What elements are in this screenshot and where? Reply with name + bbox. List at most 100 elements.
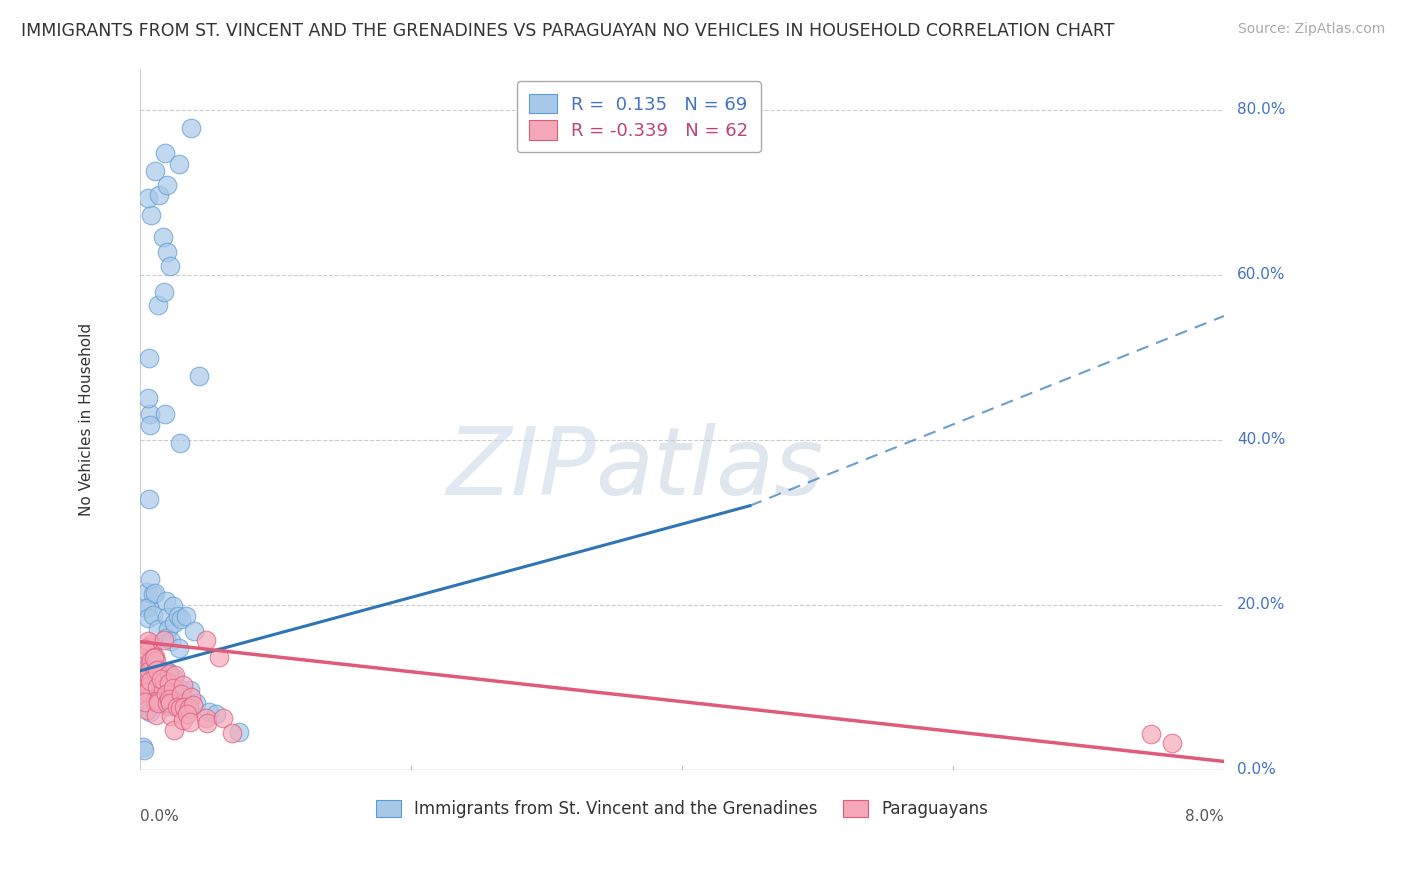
Point xyxy=(1140,727,1163,741)
Point xyxy=(169,700,191,714)
Point xyxy=(152,681,174,696)
Point xyxy=(127,654,149,668)
Point xyxy=(188,368,211,383)
Point xyxy=(159,259,181,273)
Point xyxy=(195,710,218,724)
Point xyxy=(153,685,176,699)
Text: ZIP: ZIP xyxy=(446,423,595,514)
Point xyxy=(145,683,167,698)
Point xyxy=(174,609,197,624)
Point xyxy=(138,599,160,614)
Point xyxy=(148,188,170,202)
Point xyxy=(167,640,190,655)
Point xyxy=(139,660,162,674)
Text: IMMIGRANTS FROM ST. VINCENT AND THE GRENADINES VS PARAGUAYAN NO VEHICLES IN HOUS: IMMIGRANTS FROM ST. VINCENT AND THE GREN… xyxy=(21,22,1115,40)
Point xyxy=(141,653,163,667)
Point xyxy=(145,659,167,673)
Point xyxy=(136,680,159,694)
Point xyxy=(195,715,218,730)
Point xyxy=(156,610,179,624)
Point xyxy=(142,651,165,665)
Point xyxy=(179,714,201,729)
Point xyxy=(143,586,166,600)
Point xyxy=(138,351,160,365)
Point xyxy=(150,673,173,687)
Point xyxy=(155,631,177,645)
Point xyxy=(156,665,179,680)
Point xyxy=(170,612,193,626)
Point xyxy=(142,607,165,622)
Point xyxy=(1160,735,1182,749)
Point xyxy=(180,690,202,704)
Point xyxy=(148,622,170,636)
Point xyxy=(155,687,177,701)
Point xyxy=(208,650,231,665)
Point xyxy=(132,743,155,757)
Point xyxy=(134,642,156,657)
Point xyxy=(146,680,169,694)
Text: 40.0%: 40.0% xyxy=(1237,433,1285,447)
Point xyxy=(153,407,176,421)
Point xyxy=(143,694,166,708)
Point xyxy=(152,632,174,647)
Point xyxy=(163,616,186,631)
Point xyxy=(136,611,159,625)
Point xyxy=(136,633,159,648)
Point xyxy=(139,407,162,421)
Point xyxy=(146,298,169,312)
Point xyxy=(156,178,179,192)
Point xyxy=(136,585,159,599)
Point xyxy=(156,665,179,679)
Point xyxy=(136,659,159,673)
Text: 8.0%: 8.0% xyxy=(1185,809,1225,824)
Point xyxy=(138,679,160,693)
Point xyxy=(136,703,159,717)
Point xyxy=(153,682,176,697)
Point xyxy=(157,623,180,637)
Point xyxy=(139,674,162,689)
Point xyxy=(162,599,184,613)
Point xyxy=(153,674,176,689)
Point xyxy=(166,694,188,708)
Point xyxy=(152,230,174,244)
Point xyxy=(146,696,169,710)
Point xyxy=(228,725,250,739)
Point xyxy=(139,572,162,586)
Point xyxy=(197,705,219,719)
Point xyxy=(148,694,170,708)
Point xyxy=(156,696,179,710)
Point xyxy=(159,696,181,710)
Point xyxy=(138,681,160,696)
Point xyxy=(134,695,156,709)
Point xyxy=(181,698,204,713)
Text: 20.0%: 20.0% xyxy=(1237,598,1285,612)
Point xyxy=(153,145,176,160)
Point xyxy=(153,285,176,299)
Point xyxy=(135,601,157,615)
Text: 0.0%: 0.0% xyxy=(141,809,179,824)
Point xyxy=(157,676,180,690)
Point xyxy=(138,640,160,655)
Point xyxy=(163,723,186,738)
Point xyxy=(143,665,166,679)
Point xyxy=(159,708,181,723)
Point xyxy=(138,655,160,669)
Point xyxy=(145,708,167,723)
Point xyxy=(141,208,163,222)
Point xyxy=(162,681,184,695)
Point xyxy=(177,701,200,715)
Point xyxy=(157,667,180,681)
Point xyxy=(211,711,233,725)
Point xyxy=(173,678,195,692)
Point xyxy=(135,679,157,693)
Point xyxy=(134,698,156,713)
Point xyxy=(179,682,201,697)
Point xyxy=(183,624,205,639)
Point xyxy=(162,671,184,685)
Point xyxy=(136,685,159,699)
Point xyxy=(172,683,194,698)
Point xyxy=(176,706,198,721)
Point xyxy=(159,634,181,648)
Text: Source: ZipAtlas.com: Source: ZipAtlas.com xyxy=(1237,22,1385,37)
Point xyxy=(143,164,166,178)
